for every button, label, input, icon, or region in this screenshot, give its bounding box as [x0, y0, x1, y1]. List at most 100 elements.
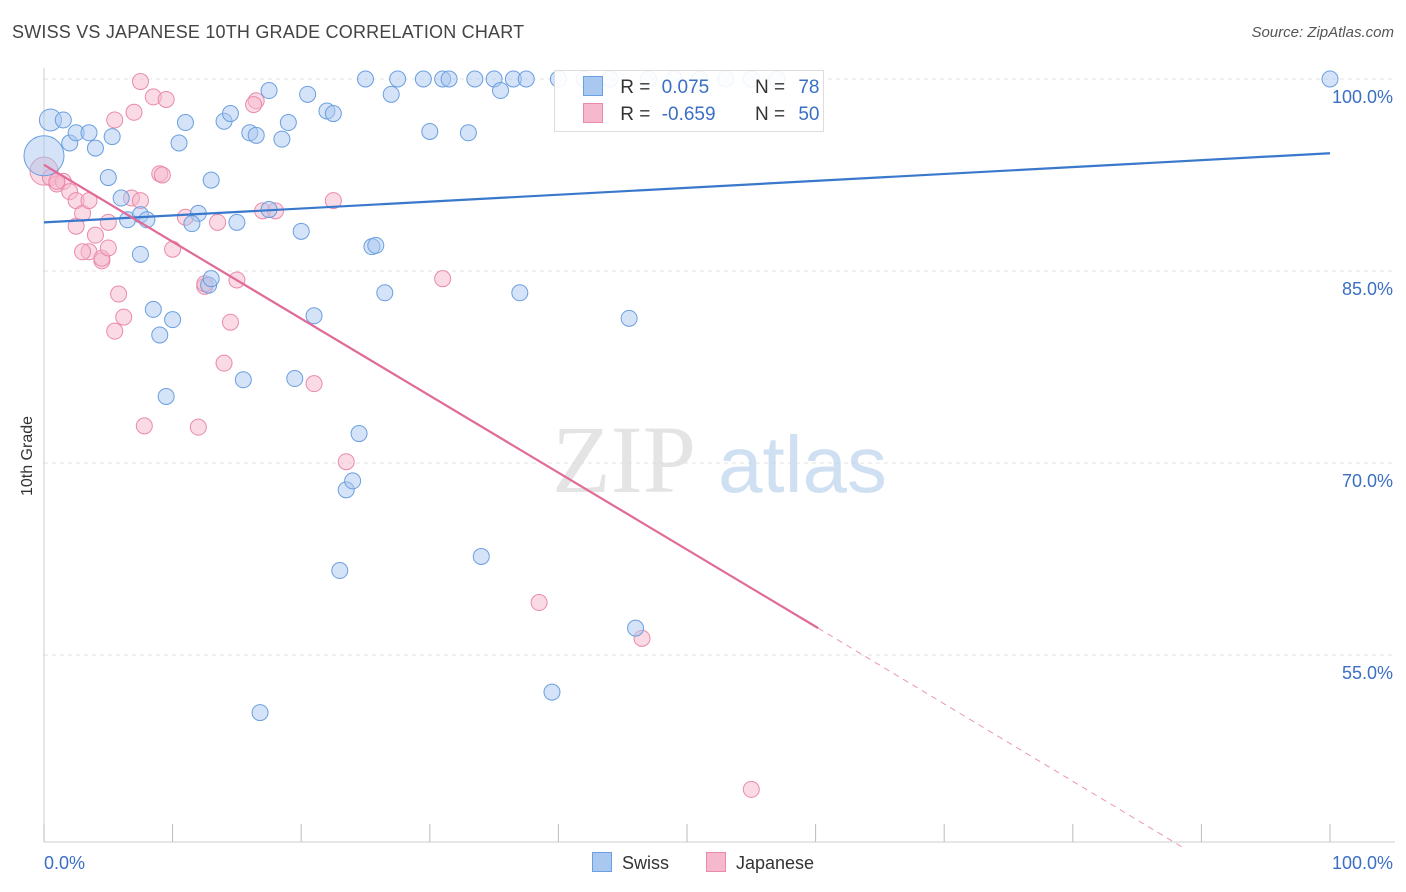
data-point [23, 135, 65, 177]
series-legend: Swiss Japanese [0, 852, 1406, 874]
legend-r-label: R = [620, 104, 651, 125]
data-point [414, 70, 432, 88]
series-legend-swiss: Swiss [591, 852, 669, 874]
data-point [176, 114, 194, 132]
legend-row-swiss: R = 0.075 N = 78 [583, 76, 819, 99]
data-point [337, 453, 355, 471]
data-point [125, 103, 143, 121]
axes [43, 68, 1395, 843]
data-point [80, 124, 98, 142]
data-point [157, 90, 175, 108]
data-point [245, 96, 263, 114]
data-point [389, 70, 407, 88]
data-point [151, 326, 169, 344]
data-point [221, 313, 239, 331]
data-point [131, 245, 149, 263]
data-point [466, 70, 484, 88]
data-point [99, 213, 117, 231]
data-point [234, 371, 252, 389]
x-tick-label-min: 0.0% [44, 853, 85, 873]
data-point [472, 547, 490, 565]
data-point [305, 307, 323, 325]
watermark-zip: ZIP [552, 406, 696, 513]
data-point [202, 171, 220, 189]
data-point [131, 73, 149, 91]
legend-r-value-japanese: -0.659 [661, 104, 716, 125]
data-point [279, 114, 297, 132]
series-swatch-swiss [591, 852, 612, 872]
japanese-points [29, 73, 760, 798]
data-point [324, 105, 342, 123]
x-tick-label-max: 100.0% [1332, 853, 1393, 873]
data-point [228, 213, 246, 231]
data-point [74, 243, 92, 261]
data-point [620, 309, 638, 327]
data-point [99, 169, 117, 187]
data-point [299, 85, 317, 103]
swiss-points [23, 70, 1339, 722]
series-name-swiss: Swiss [621, 853, 669, 873]
data-point [202, 270, 220, 288]
data-point [376, 284, 394, 302]
legend-n-label: N = [754, 104, 786, 125]
series-name-japanese: Japanese [735, 853, 815, 873]
data-point [440, 70, 458, 88]
watermark: ZIP atlas [552, 406, 887, 513]
data-point [170, 134, 188, 152]
data-point [86, 226, 104, 244]
data-point [273, 130, 291, 148]
data-point [106, 322, 124, 340]
data-point [99, 239, 117, 257]
data-point [183, 215, 201, 233]
data-point [86, 139, 104, 157]
data-point [286, 370, 304, 388]
trend-line-swiss [43, 152, 1331, 224]
trend-lines [43, 152, 1331, 848]
y-tick-label: 85.0% [1342, 279, 1393, 299]
legend-row-japanese: R = -0.659 N = 50 [583, 103, 819, 126]
data-point [421, 122, 439, 140]
series-legend-japanese: Japanese [705, 852, 815, 874]
data-point [221, 105, 239, 123]
data-point [115, 308, 133, 326]
data-point [251, 704, 269, 722]
chart-title: SWISS VS JAPANESE 10TH GRADE CORRELATION… [12, 22, 525, 42]
data-point [164, 240, 182, 258]
data-point [110, 285, 128, 303]
legend-swatch-swiss [583, 76, 603, 96]
data-point [627, 619, 645, 637]
legend-n-label: N = [754, 77, 786, 98]
series-swatch-japanese [705, 852, 726, 872]
data-point [215, 354, 233, 372]
data-point [305, 375, 323, 393]
data-point [344, 472, 362, 490]
data-point [382, 85, 400, 103]
data-point [103, 128, 121, 146]
correlation-legend: R = 0.075 N = 78 R = -0.659 N = 50 [554, 70, 824, 132]
data-point [54, 111, 72, 129]
data-point [742, 780, 760, 798]
data-point [517, 70, 535, 88]
data-point [434, 270, 452, 288]
legend-r-label: R = [620, 77, 651, 98]
data-point [543, 683, 561, 701]
y-tick-label: 70.0% [1342, 471, 1393, 491]
data-point [459, 124, 477, 142]
data-point [357, 70, 374, 88]
data-point [530, 594, 548, 612]
data-point [247, 126, 265, 144]
data-point [135, 417, 153, 435]
data-point [106, 111, 124, 129]
y-tick-label: 100.0% [1332, 87, 1393, 107]
legend-swatch-japanese [583, 103, 603, 123]
data-point [511, 284, 529, 302]
data-point [492, 82, 510, 100]
source-credit: Source: ZipAtlas.com [1251, 24, 1394, 41]
data-point [157, 387, 175, 405]
watermark-atlas: atlas [718, 420, 887, 509]
legend-n-value-swiss: 78 [798, 77, 820, 98]
data-point [144, 300, 162, 318]
data-point [292, 222, 310, 240]
data-point [164, 311, 182, 329]
